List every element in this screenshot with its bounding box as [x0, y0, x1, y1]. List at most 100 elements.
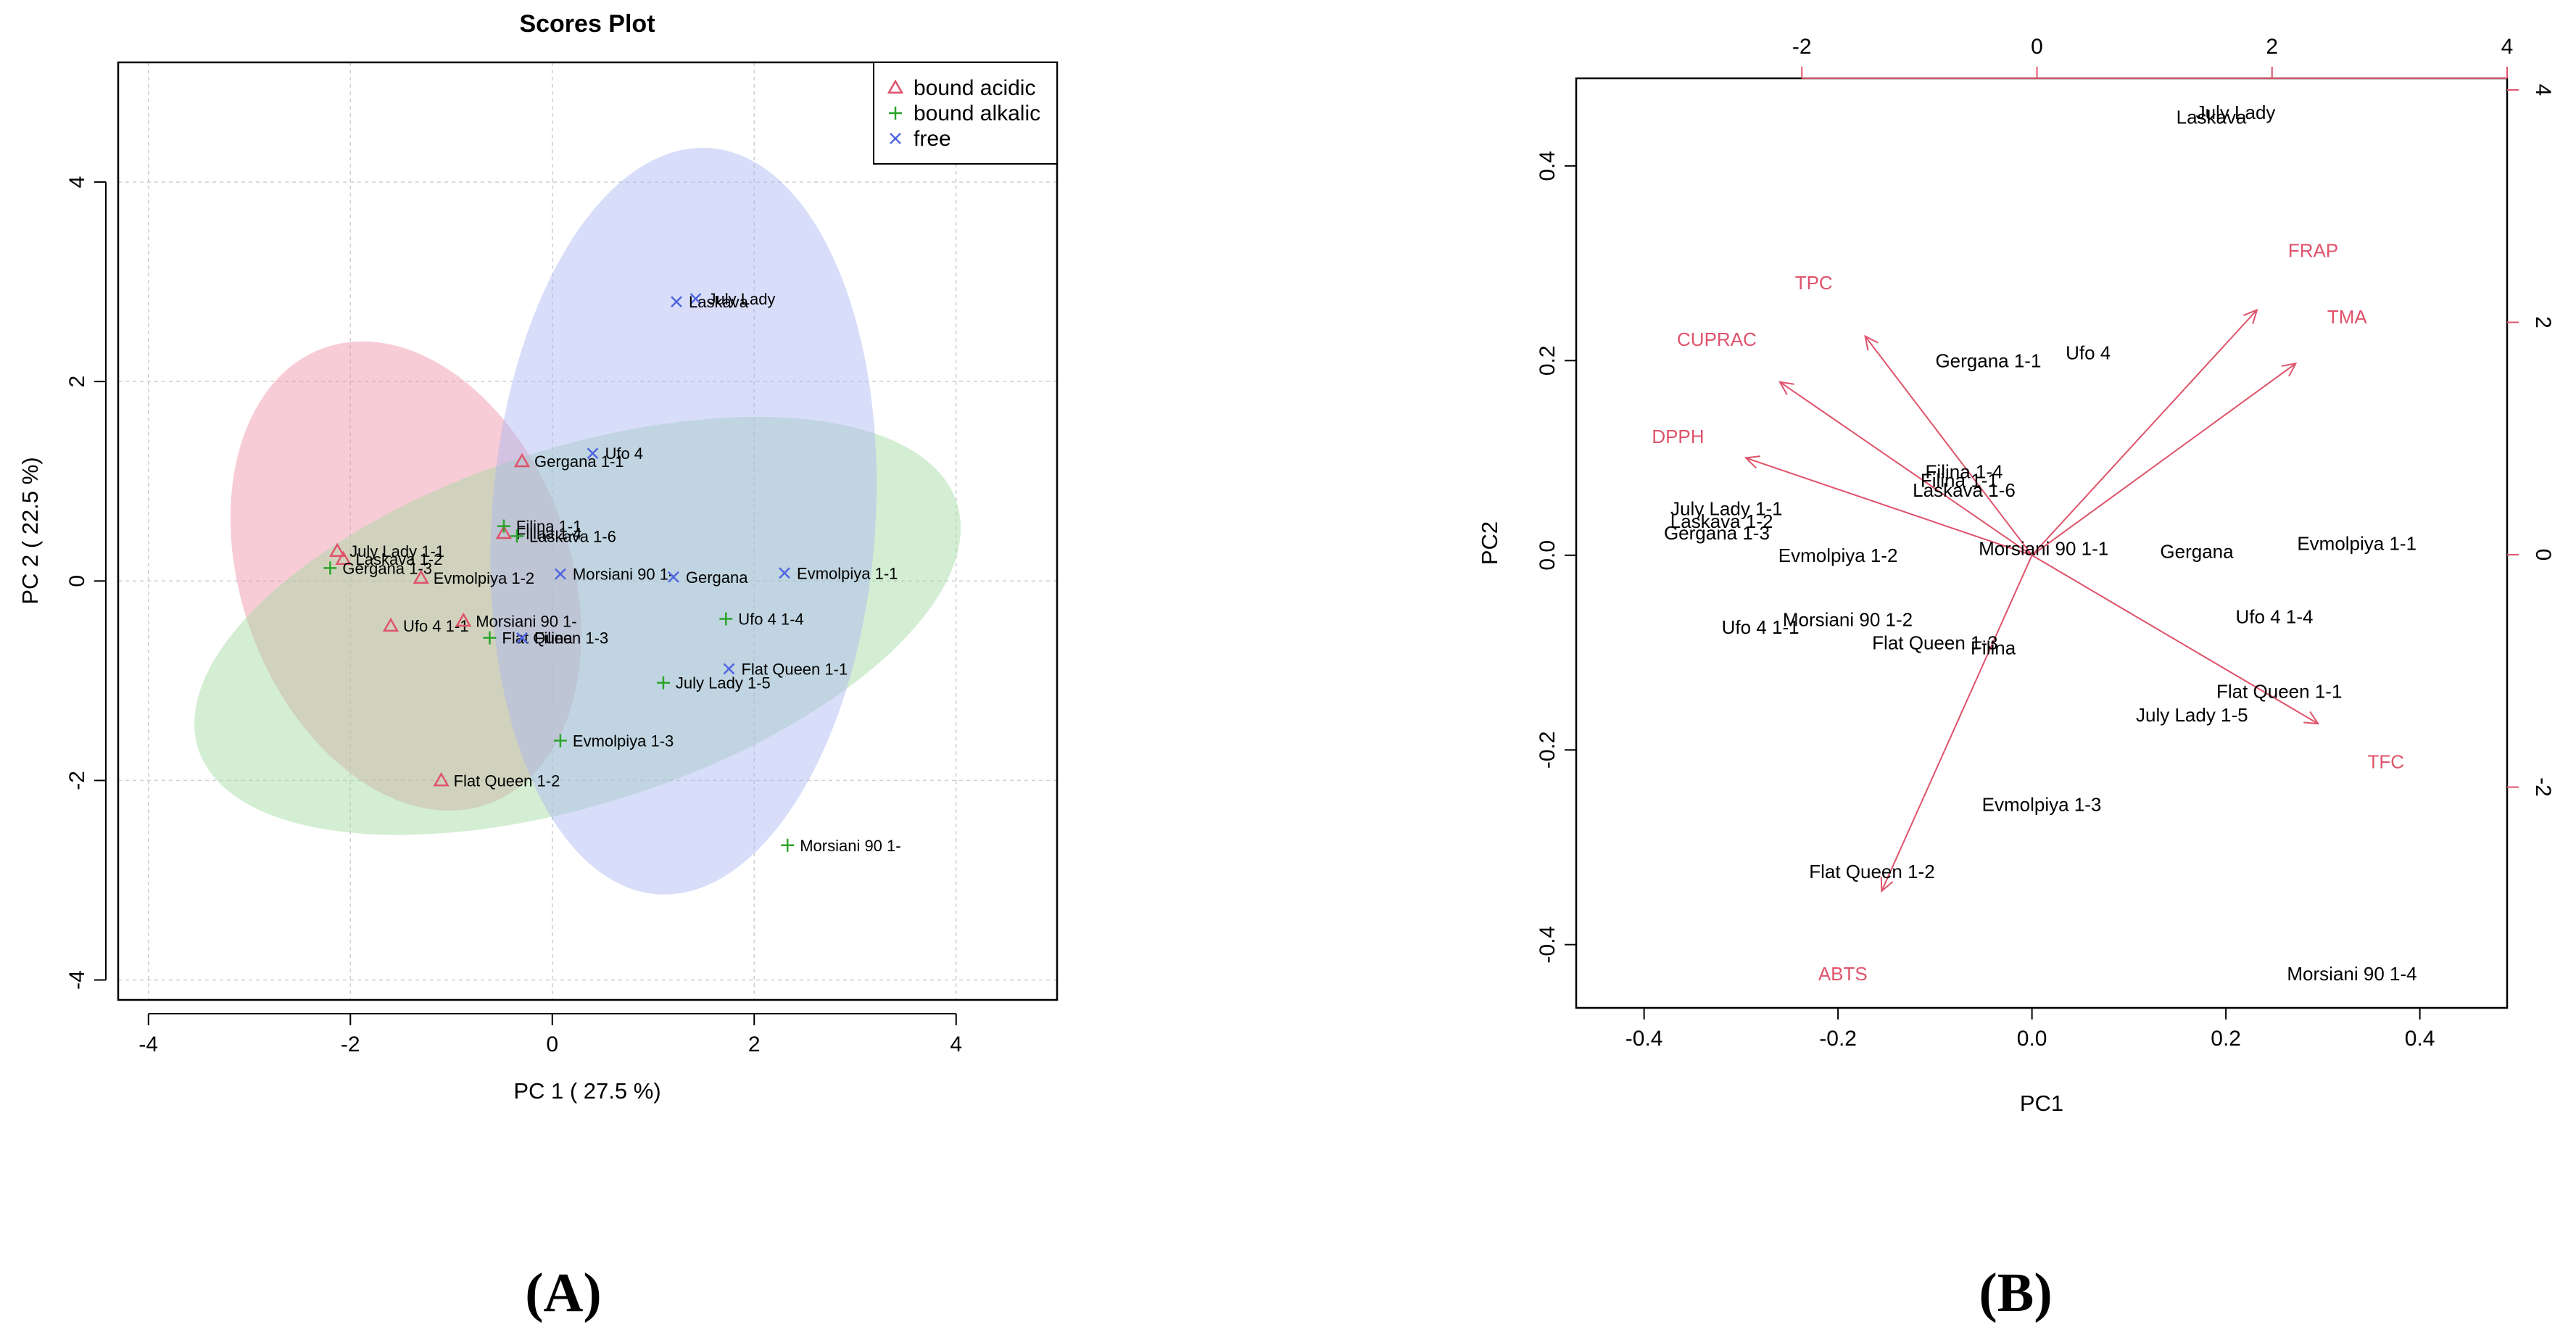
x-tick-label: 4 — [950, 1033, 962, 1056]
loading-label-tma: TMA — [2327, 306, 2368, 328]
point-free-july-lady — [689, 293, 702, 305]
point-label: Ufo 4 — [605, 444, 643, 463]
y-tick-label: 4 — [65, 176, 89, 189]
loading-arrow-abts — [1881, 555, 2033, 892]
point-label: Evmolpiya 1-2 — [434, 569, 534, 587]
right-tick-label: 2 — [2531, 316, 2555, 328]
point-label: Filina 1-1 — [516, 518, 581, 536]
point-label: Filina — [534, 629, 573, 648]
loading-arrow-frap — [2031, 309, 2258, 556]
scores-plot-title: Scores Plot — [519, 10, 655, 38]
top-tick-label: 4 — [2501, 35, 2514, 59]
point-free-filina — [516, 632, 528, 644]
point-label: Evmolpiya 1-1 — [797, 564, 898, 582]
loading-label-dpph: DPPH — [1652, 426, 1704, 447]
observation-evmolpiya-1-1: Evmolpiya 1-1 — [2297, 533, 2416, 555]
y-tick-label: 0 — [65, 575, 89, 587]
observation-ufo-4-1-4: Ufo 4 1-4 — [2236, 605, 2314, 627]
observation-filina-1-1: Filina 1-1 — [1921, 469, 1998, 491]
y-tick-label: -2 — [65, 771, 89, 790]
x-tick-label: 0 — [546, 1033, 558, 1056]
loading-arrowhead — [2242, 308, 2258, 324]
point-label: July Lady 1-1 — [349, 542, 444, 560]
biplot-x-axis-label: PC1 — [2020, 1091, 2063, 1116]
observation-gergana-1-1: Gergana 1-1 — [1935, 349, 2041, 371]
observation-july-lady-1-1: July Lady 1-1 — [1670, 497, 1783, 519]
point-label: Filina 1-4 — [516, 524, 581, 542]
observation-july-lady-1-5: July Lady 1-5 — [2136, 704, 2248, 726]
point-free-gergana — [667, 571, 679, 583]
point-bound-alkalic-flat-queen-1-3 — [483, 631, 497, 645]
legend-marker-bound-acidic — [887, 79, 904, 94]
point-bound-acidic-laskava-1-2 — [335, 550, 352, 566]
right-tick-label: -2 — [2531, 777, 2555, 797]
point-bound-acidic-evmolpiya-1-2 — [413, 569, 429, 584]
loading-arrowhead — [2303, 711, 2320, 725]
point-bound-acidic-july-lady-1-1 — [329, 542, 346, 558]
x-tick-label: -4 — [138, 1033, 158, 1056]
point-free-morsiani-90-1 — [555, 568, 566, 580]
point-bound-alkalic-filina-1-1 — [497, 519, 510, 533]
top-tick-label: -2 — [1792, 35, 1812, 59]
point-label: July Lady — [708, 290, 775, 308]
loading-label-abts: ABTS — [1818, 963, 1868, 985]
point-bound-acidic-morsiani-90-1 — [455, 612, 472, 627]
point-bound-acidic-flat-queen-1-2 — [433, 772, 450, 787]
observation-gergana-1-3: Gergana 1-3 — [1664, 522, 1770, 544]
point-label: Gergana 1-1 — [534, 452, 624, 471]
observation-laskava: Laskava — [2177, 107, 2247, 128]
loading-label-frap: FRAP — [2288, 240, 2338, 262]
loading-arrowhead — [1744, 455, 1761, 469]
top-tick-label: 0 — [2031, 35, 2043, 59]
point-label: Morsiani 90 1- — [573, 566, 674, 584]
scores-plot-frame — [117, 61, 1059, 1001]
legend-marker-free — [890, 133, 901, 144]
point-label: Laskava 1-2 — [356, 550, 443, 568]
loading-arrowhead — [1864, 334, 1879, 351]
biplot-loading-arrows: TPC CUPRAC DPPH FRAP TMA TFC ABTS — [1652, 240, 2404, 985]
point-bound-alkalic-morsiani-90-1 — [781, 838, 795, 852]
point-label: Gergana 1-3 — [342, 559, 432, 577]
legend-box — [873, 62, 1058, 165]
observation-filina-1-4: Filina 1-4 — [1926, 460, 2003, 482]
point-free-laskava — [671, 296, 682, 308]
point-label: Flat Queen 1-2 — [454, 772, 560, 790]
legend-marker-bound-alkalic — [889, 107, 902, 120]
point-label: Gergana — [686, 568, 748, 587]
point-bound-alkalic-evmolpiya-1-3 — [553, 734, 567, 748]
observation-evmolpiya-1-3: Evmolpiya 1-3 — [1982, 793, 2102, 815]
point-label: Flat Queen 1-3 — [502, 629, 608, 648]
observation-july-lady: July Lady — [2196, 102, 2276, 123]
y-tick-label: -4 — [65, 970, 89, 990]
point-bound-alkalic-gergana-1-3 — [323, 561, 337, 575]
x-tick-label: -2 — [341, 1033, 360, 1056]
x-tick-label: -0.2 — [1819, 1027, 1857, 1051]
loading-arrow-dpph — [1745, 457, 2032, 556]
observation-morsiani-90-1-1: Morsiani 90 1-1 — [1979, 537, 2108, 559]
panel-label-b: (B) — [1979, 1262, 2052, 1323]
confidence-ellipse-bound-acidic — [230, 341, 581, 811]
loading-arrow-tpc — [1864, 336, 2033, 556]
point-label: Ufo 4 1-4 — [738, 611, 804, 629]
point-label: Evmolpiya 1-3 — [573, 732, 674, 750]
observation-gergana: Gergana — [2160, 540, 2234, 562]
biplot-y-axis-label: PC2 — [1477, 521, 1502, 565]
biplot-axes: -0.4 -0.2 0.0 0.2 0.4 -0.4 -0.2 0.0 0.2 0.4 -2 0 2 4 -… — [1536, 35, 2555, 1051]
loading-arrowhead — [1880, 876, 1894, 893]
loading-arrow-cuprac — [1779, 381, 2033, 556]
panel-label-a: (A) — [525, 1262, 602, 1323]
point-bound-acidic-gergana-1-1 — [513, 452, 531, 468]
scores-x-axis-label: PC 1 ( 27.5 %) — [513, 1078, 660, 1104]
observation-flat-queen-1-3: Flat Queen 1-3 — [1872, 632, 1997, 654]
y-tick-label: 2 — [65, 376, 89, 388]
y-tick-label: 0.0 — [1536, 540, 1560, 571]
x-tick-label: 0.2 — [2211, 1027, 2241, 1051]
legend-label-bound-alkalic: bound alkalic — [914, 102, 1040, 125]
x-tick-label: 0.0 — [2017, 1027, 2047, 1051]
scores-ellipses — [194, 147, 961, 895]
point-bound-alkalic-laskava-1-6 — [510, 529, 524, 543]
